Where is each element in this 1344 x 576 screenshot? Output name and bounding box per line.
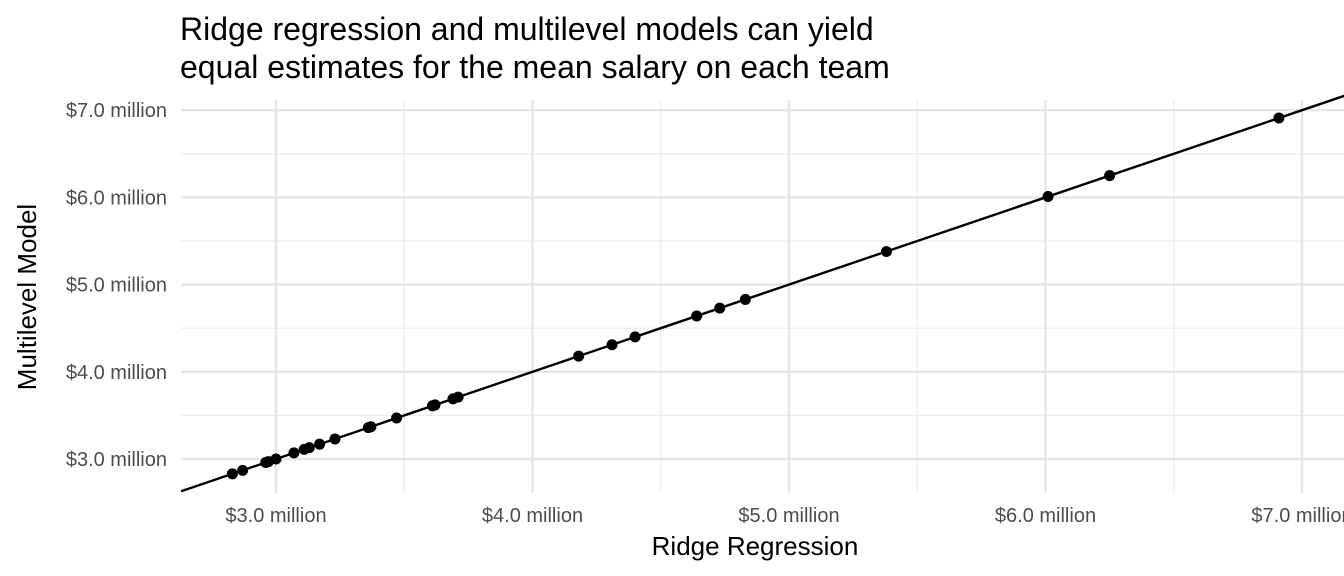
data-point (288, 447, 300, 459)
data-point (739, 293, 751, 305)
data-point (629, 331, 641, 343)
data-point (452, 391, 464, 403)
x-tick-label: $3.0 million (225, 505, 326, 527)
reference-line-group (180, 94, 1344, 493)
data-point (329, 433, 341, 445)
identity-line (180, 94, 1344, 493)
data-point (365, 421, 377, 433)
major-gridlines (181, 100, 1344, 493)
x-axis-title: Ridge Regression (652, 531, 859, 561)
data-point (573, 350, 585, 362)
x-tick-label: $7.0 million (1251, 505, 1344, 527)
x-axis-ticks: $3.0 million $4.0 million $5.0 million $6.0… (225, 505, 1344, 527)
data-point (314, 438, 326, 450)
data-point (391, 412, 403, 424)
y-axis-title: Multilevel Model (12, 204, 42, 390)
data-point (303, 442, 315, 454)
data-points (226, 112, 1285, 480)
y-tick-label: $5.0 million (66, 275, 167, 297)
data-point (880, 245, 892, 257)
x-tick-label: $4.0 million (482, 505, 583, 527)
chart-title-line-1: Ridge regression and multilevel models c… (180, 11, 874, 47)
data-point (714, 302, 726, 314)
data-point (1104, 170, 1116, 182)
minor-gridlines (181, 100, 1344, 493)
chart-title-line-2: equal estimates for the mean salary on e… (180, 49, 890, 85)
data-point (1273, 112, 1285, 124)
data-point (429, 399, 441, 411)
data-point (1042, 191, 1054, 203)
x-tick-label: $6.0 million (995, 505, 1096, 527)
data-point (237, 464, 249, 476)
y-tick-label: $3.0 million (66, 449, 167, 471)
chart-title: Ridge regression and multilevel models c… (180, 10, 890, 86)
y-tick-label: $6.0 million (66, 187, 167, 209)
data-point (270, 453, 282, 465)
data-point (691, 310, 703, 322)
y-tick-label: $4.0 million (66, 362, 167, 384)
data-point (226, 468, 238, 480)
data-point (606, 339, 618, 351)
y-tick-label: $7.0 million (66, 100, 167, 122)
x-tick-label: $5.0 million (738, 505, 839, 527)
y-axis-ticks: $3.0 million $4.0 million $5.0 million $6.0… (66, 100, 167, 471)
